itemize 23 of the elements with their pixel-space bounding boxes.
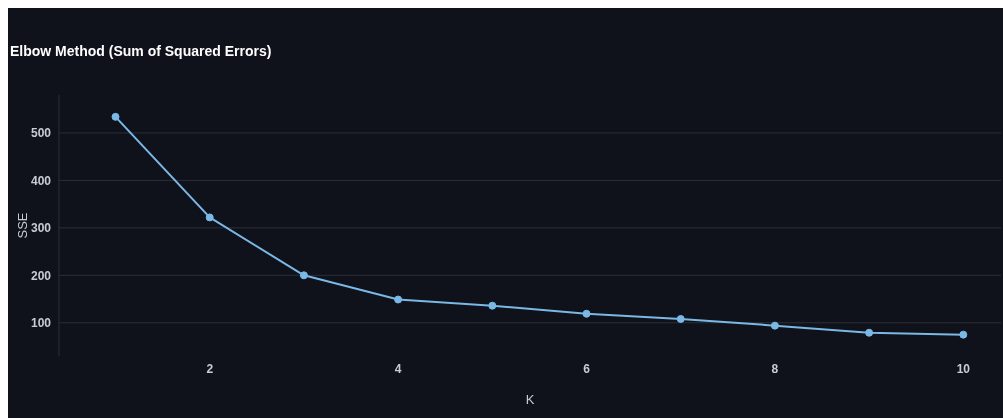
x-axis-title: K <box>525 392 535 407</box>
y-axis-title: SSE <box>14 212 30 239</box>
point <box>488 301 497 310</box>
x-tick-label: 2 <box>206 361 214 376</box>
point <box>959 330 968 339</box>
x-tick-label: 10 <box>956 361 971 376</box>
y-tick-label: 300 <box>30 221 52 236</box>
y-tick-label: 400 <box>30 173 52 188</box>
point <box>676 314 685 323</box>
point <box>582 309 591 318</box>
point <box>299 271 308 280</box>
x-tick-label: 6 <box>583 361 591 376</box>
y-tick-label: 200 <box>30 268 52 283</box>
y-tick-label: 500 <box>30 126 52 141</box>
x-tick-label: 8 <box>771 361 779 376</box>
point <box>770 321 779 330</box>
point <box>865 328 874 337</box>
point <box>111 112 120 121</box>
point <box>205 213 214 222</box>
y-tick-label: 100 <box>30 316 52 331</box>
point <box>394 295 403 304</box>
chart-title: Elbow Method (Sum of Squared Errors) <box>10 43 272 59</box>
x-tick-label: 4 <box>394 361 402 376</box>
